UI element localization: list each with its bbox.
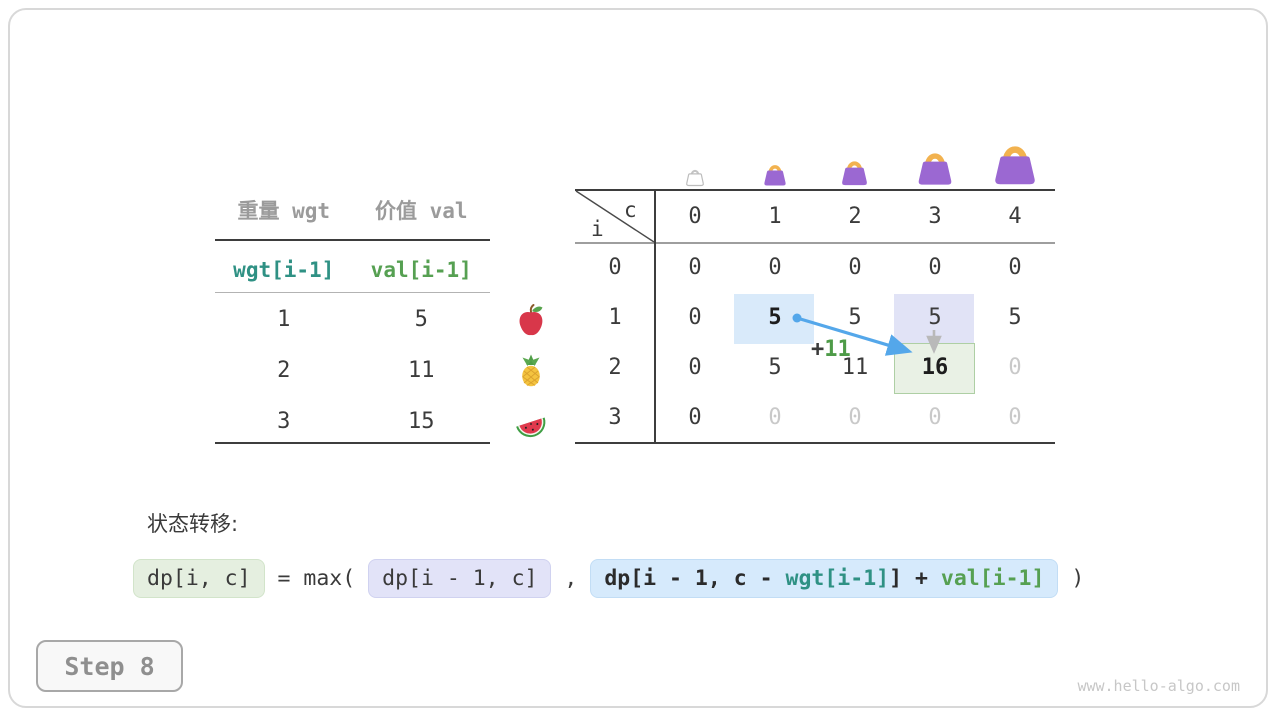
transition-formula: dp[i, c] = max( dp[i - 1, c] , dp[i - 1,…	[133, 559, 1084, 598]
formula-arg1-chip: dp[i - 1, c]	[368, 559, 552, 598]
dp-col-header-3: 3	[928, 204, 942, 229]
dp-cell-3-3: 0	[928, 405, 942, 430]
dp-col-header-1: 1	[768, 204, 782, 229]
arg2-wgt-term: wgt[i-1]	[785, 566, 890, 591]
items-header-weight: 重量 wgt	[237, 199, 331, 223]
formula-close-paren: )	[1058, 566, 1085, 591]
dp-cell-1-0: 0	[688, 305, 702, 330]
dp-col-header-2: 2	[848, 204, 862, 229]
dp-cell-0-4: 0	[1008, 255, 1022, 280]
transition-section-label: 状态转移:	[147, 512, 239, 536]
wgt-index-label: wgt[i-1]	[233, 258, 335, 282]
item1-weight: 1	[277, 307, 291, 332]
dp-row-header-0: 0	[608, 255, 622, 280]
step-badge: Step 8	[36, 640, 183, 692]
apple-icon	[519, 304, 543, 336]
dp-col-header-4: 4	[1008, 204, 1022, 229]
dp-cell-3-1: 0	[768, 405, 782, 430]
items-table-header: 重量 wgt 价值 val	[215, 196, 490, 226]
handbag-icon-c4	[995, 146, 1035, 185]
dp-cell-2-2: 11	[841, 355, 869, 380]
items-table-row-2: 2 11	[215, 356, 490, 386]
dp-cell-2-3: 16	[921, 355, 949, 380]
item3-weight: 3	[277, 409, 291, 434]
items-header-value: 价值 val	[374, 199, 468, 223]
pineapple-icon	[522, 354, 540, 387]
items-table-index-row: wgt[i-1] val[i-1]	[215, 255, 490, 285]
dp-cell-3-0: 0	[688, 405, 702, 430]
items-table-divider-bottom	[215, 442, 490, 444]
dp-col-header-0: 0	[688, 204, 702, 229]
items-table-divider-top	[215, 239, 490, 241]
item2-value: 11	[408, 358, 435, 383]
dp-cell-0-0: 0	[688, 255, 702, 280]
dp-cell-0-1: 0	[768, 255, 782, 280]
formula-lhs-chip: dp[i, c]	[133, 559, 265, 598]
corner-col-var-label: c	[624, 198, 637, 222]
item2-weight: 2	[277, 358, 291, 383]
formula-comma: ,	[551, 566, 591, 591]
dp-cell-0-3: 0	[928, 255, 942, 280]
corner-row-var-label: i	[591, 217, 604, 241]
items-table-row-3: 3 15	[215, 407, 490, 437]
dp-row-header-2: 2	[608, 355, 622, 380]
dp-row-header-3: 3	[608, 405, 622, 430]
dp-cell-2-1: 5	[768, 355, 782, 380]
arg2-prefix: dp[i - 1, c -	[604, 566, 786, 591]
formula-arg2-chip: dp[i - 1, c - wgt[i-1]] + val[i-1]	[590, 559, 1059, 598]
handbag-icon-c2	[842, 161, 867, 186]
items-table-row-1: 1 5	[215, 305, 490, 335]
item1-value: 5	[414, 307, 428, 332]
arg2-mid: ] +	[889, 566, 941, 591]
formula-eq-max: = max(	[264, 566, 369, 591]
dp-row-header-1: 1	[608, 305, 622, 330]
dp-cell-3-4: 0	[1008, 405, 1022, 430]
handbag-icon-c1	[764, 165, 786, 186]
dp-table-vertical-divider	[654, 190, 656, 443]
dp-cell-2-4: 0	[1008, 355, 1022, 380]
val-index-label: val[i-1]	[370, 258, 472, 282]
added-value: 11	[824, 337, 851, 362]
arg2-val-term: val[i-1]	[940, 566, 1045, 591]
dp-cell-1-1: 5	[768, 305, 782, 330]
dp-cell-0-2: 0	[848, 255, 862, 280]
transition-add-annotation: +11	[811, 336, 851, 364]
items-table-divider-mid	[215, 292, 490, 293]
dp-table-border-bottom	[575, 442, 1055, 444]
dp-cell-1-4: 5	[1008, 305, 1022, 330]
watermark: www.hello-algo.com	[1077, 677, 1240, 695]
watermelon-icon	[516, 417, 546, 438]
dp-cell-2-0: 0	[688, 355, 702, 380]
plus-sign: +	[811, 337, 825, 362]
dp-cell-3-2: 0	[848, 405, 862, 430]
dp-table-border-top	[575, 189, 1055, 191]
handbag-outline-icon-c0	[686, 169, 704, 187]
dp-cell-1-3: 5	[928, 305, 942, 330]
item3-value: 15	[408, 409, 435, 434]
handbag-icon-c3	[918, 153, 952, 185]
dp-table-header-divider	[575, 242, 1055, 244]
